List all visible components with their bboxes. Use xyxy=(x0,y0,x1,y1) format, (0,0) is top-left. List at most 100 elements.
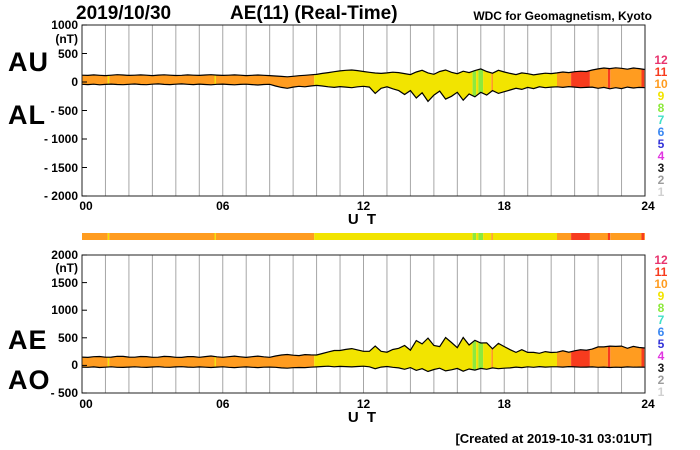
station-count-bar-segment xyxy=(589,233,608,240)
y-tick-label: - 1500 xyxy=(43,160,78,175)
index-band-segment xyxy=(571,70,590,88)
legend-count-6: 6 xyxy=(657,125,665,139)
index-band-segment xyxy=(493,70,557,94)
index-band-segment xyxy=(314,70,473,102)
upper-trace xyxy=(81,336,646,359)
y-tick-label: 0 xyxy=(71,75,78,89)
index-band-segment xyxy=(214,74,216,85)
index-band-segment xyxy=(109,356,215,368)
legend-count-3: 3 xyxy=(657,161,665,175)
station-count-bar-segment xyxy=(557,233,572,240)
station-count-bar-segment xyxy=(491,233,493,240)
y-tick-label: - 2000 xyxy=(43,189,78,203)
y-axis-unit-bottom: (nT) xyxy=(55,261,78,275)
upper-trace xyxy=(81,67,646,78)
x-tick-label: 24 xyxy=(641,199,655,213)
legend-count-5: 5 xyxy=(657,137,665,151)
legend-count-3: 3 xyxy=(657,361,665,375)
legend-count-7: 7 xyxy=(657,113,665,127)
index-band-segment xyxy=(491,72,493,92)
index-band-segment xyxy=(214,356,216,368)
x-axis-label-bottom: U T xyxy=(347,409,379,426)
x-tick-label: 00 xyxy=(79,397,93,411)
index-band-segment xyxy=(607,68,611,89)
index-band-segment xyxy=(107,357,110,367)
index-band-segment xyxy=(641,68,645,88)
index-band-segment xyxy=(483,69,492,96)
legend-count-10: 10 xyxy=(654,77,668,91)
index-band-segment xyxy=(557,350,572,368)
y-tick-label: 2000 xyxy=(51,248,78,262)
station-count-bar-segment xyxy=(644,233,645,240)
index-band-segment xyxy=(641,347,645,368)
index-band-segment xyxy=(478,68,484,95)
index-band-segment xyxy=(82,74,108,85)
y-tick-label: - 500 xyxy=(50,386,78,400)
legend-count-7: 7 xyxy=(657,313,665,327)
y-tick-label: - 500 xyxy=(50,103,78,118)
legend-count-1: 1 xyxy=(657,185,665,199)
index-band-segment xyxy=(472,340,477,371)
date-title: 2019/10/30 xyxy=(76,3,172,24)
station-count-bar-segment xyxy=(478,233,484,240)
index-band-segment xyxy=(107,75,110,85)
x-axis-label-top: U T xyxy=(347,211,379,228)
station-count-bar-segment xyxy=(476,233,479,240)
index-band-segment xyxy=(82,356,108,368)
legend-count-2: 2 xyxy=(657,373,665,387)
x-tick-label: 18 xyxy=(497,397,511,411)
station-count-bar-segment xyxy=(641,233,645,240)
station-count-bar-segment xyxy=(107,233,110,240)
index-band-segment xyxy=(610,346,642,368)
y-axis-unit-top: (nT) xyxy=(55,32,78,46)
index-band-segment xyxy=(589,68,608,89)
index-band-segment xyxy=(493,343,557,369)
legend-count-12: 12 xyxy=(654,253,668,267)
index-band-segment xyxy=(215,74,315,89)
station-count-bar-segment xyxy=(472,233,477,240)
legend-count-9: 9 xyxy=(657,89,665,103)
legend-count-6: 6 xyxy=(657,325,665,339)
x-tick-label: 06 xyxy=(216,199,230,213)
x-tick-label: 18 xyxy=(497,199,511,213)
legend-count-11: 11 xyxy=(654,265,668,279)
legend-count-8: 8 xyxy=(657,301,665,315)
y-tick-label: 500 xyxy=(57,330,78,345)
legend-count-9: 9 xyxy=(657,289,665,303)
legend-count-1: 1 xyxy=(657,385,665,399)
station-count-bar-segment xyxy=(215,233,315,240)
station-count-bar-segment xyxy=(314,233,473,240)
station-count-bar-segment xyxy=(82,233,108,240)
y-tick-label: 1000 xyxy=(51,18,78,32)
index-band-segment xyxy=(472,70,477,97)
x-tick-label: 00 xyxy=(79,199,93,213)
legend-count-2: 2 xyxy=(657,173,665,187)
x-tick-label: 12 xyxy=(356,397,371,411)
legend-count-10: 10 xyxy=(654,277,668,291)
x-tick-label: 24 xyxy=(641,397,655,411)
station-count-bar-segment xyxy=(571,233,590,240)
station-count-bar-segment xyxy=(214,233,216,240)
series-label-au: AU xyxy=(8,47,49,77)
index-band-segment xyxy=(491,347,493,369)
index-band-segment xyxy=(476,69,479,96)
lower-trace xyxy=(81,83,646,103)
station-count-bar-segment xyxy=(483,233,492,240)
y-tick-label: 1000 xyxy=(51,303,78,318)
legend-count-5: 5 xyxy=(657,337,665,351)
plot-frame xyxy=(81,254,646,394)
index-band-segment xyxy=(476,340,479,370)
index-band-segment xyxy=(314,337,473,372)
series-label-ao: AO xyxy=(8,365,51,395)
index-band-segment xyxy=(589,346,608,368)
index-band-segment xyxy=(483,342,492,370)
created-timestamp: [Created at 2019-10-31 03:01UT] xyxy=(455,431,652,446)
series-label-ae: AE xyxy=(8,325,48,355)
lower-trace xyxy=(81,365,646,373)
y-tick-label: - 1000 xyxy=(43,132,78,146)
x-tick-label: 12 xyxy=(356,199,371,213)
y-tick-label: 1500 xyxy=(51,275,78,290)
index-band-segment xyxy=(215,354,315,369)
